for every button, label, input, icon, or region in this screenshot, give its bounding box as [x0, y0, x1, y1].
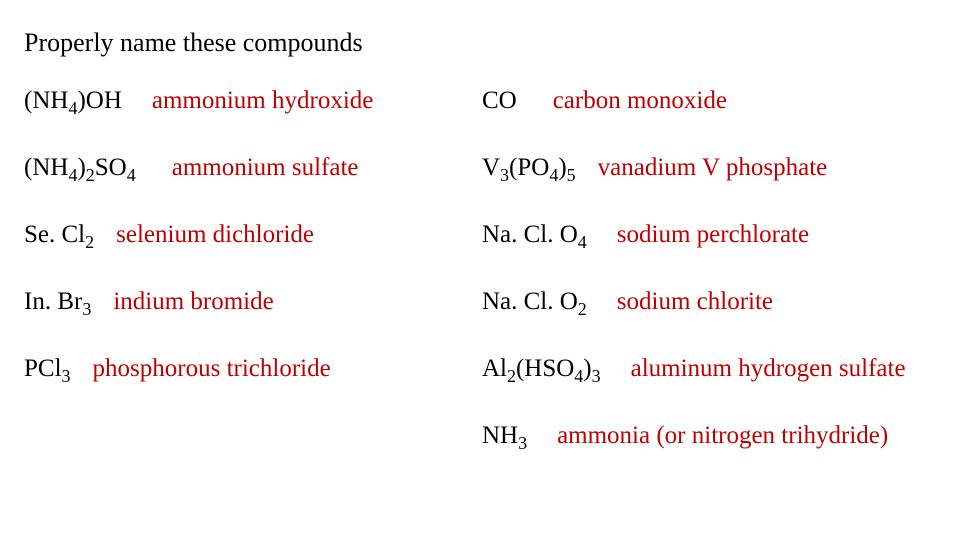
compound-name: indium bromide	[113, 287, 273, 317]
compound-name: aluminum hydrogen sulfate	[631, 354, 906, 384]
compound-name: carbon monoxide	[553, 86, 727, 116]
formula: Al2(HSO4)3	[482, 354, 601, 384]
compound-row: CO carbon monoxide	[482, 86, 936, 153]
formula: (NH4)2SO4	[24, 153, 136, 183]
formula: Se. Cl2	[24, 220, 94, 250]
compound-row: Na. Cl. O4 sodium perchlorate	[482, 220, 936, 287]
compound-row: (NH4)2SO4 ammonium sulfate	[24, 153, 482, 220]
slide: Properly name these compounds (NH4)OH amm…	[0, 0, 960, 540]
formula: PCl3	[24, 354, 71, 384]
formula: Na. Cl. O4	[482, 220, 587, 250]
compound-name: ammonium hydroxide	[152, 86, 374, 116]
compound-row: In. Br3 indium bromide	[24, 287, 482, 354]
right-column: CO carbon monoxide V3(PO4)5 vanadium V phos…	[482, 86, 936, 488]
compound-row: NH3 ammonia (or nitrogen trihydride)	[482, 421, 936, 488]
left-column: (NH4)OH ammonium hydroxide (NH4)2SO4 ammoni…	[24, 86, 482, 488]
compound-name: selenium dichloride	[116, 220, 314, 250]
formula: V3(PO4)5	[482, 153, 576, 183]
page-title: Properly name these compounds	[24, 28, 936, 58]
formula: Na. Cl. O2	[482, 287, 587, 317]
compound-row: Al2(HSO4)3 aluminum hydrogen sulfate	[482, 354, 936, 421]
compound-row: (NH4)OH ammonium hydroxide	[24, 86, 482, 153]
compound-row: Se. Cl2 selenium dichloride	[24, 220, 482, 287]
compound-name: vanadium V phosphate	[598, 153, 828, 183]
columns: (NH4)OH ammonium hydroxide (NH4)2SO4 ammoni…	[24, 86, 936, 488]
compound-row: V3(PO4)5 vanadium V phosphate	[482, 153, 936, 220]
formula: CO	[482, 86, 517, 116]
compound-name: sodium chlorite	[617, 287, 773, 317]
compound-name: sodium perchlorate	[617, 220, 809, 250]
compound-row: Na. Cl. O2 sodium chlorite	[482, 287, 936, 354]
compound-name: phosphorous trichloride	[93, 354, 331, 384]
formula: In. Br3	[24, 287, 91, 317]
compound-name: ammonia (or nitrogen trihydride)	[557, 421, 888, 451]
compound-row: PCl3 phosphorous trichloride	[24, 354, 482, 421]
formula: (NH4)OH	[24, 86, 122, 116]
compound-name: ammonium sulfate	[172, 153, 359, 183]
formula: NH3	[482, 421, 527, 451]
